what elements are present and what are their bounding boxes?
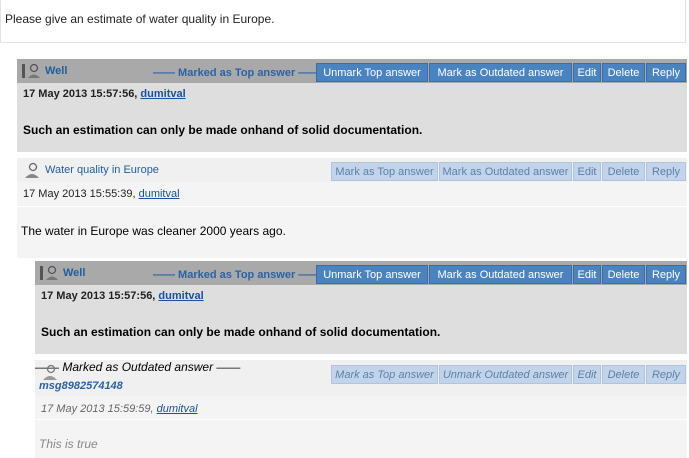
marked-outdated-label: —— Marked as Outdated answer ——: [35, 360, 241, 374]
post-date: 17 May 2013 15:57:56,: [41, 290, 159, 302]
post-body-area: 17 May 2013 15:57:56, dumitval Such an e…: [35, 285, 687, 354]
marked-top-label: —— Marked as Top answer ——: [153, 269, 321, 281]
mark-top-answer-button[interactable]: Mark as Top answer: [331, 162, 438, 181]
post-meta: 17 May 2013 15:57:56, dumitval: [41, 290, 204, 302]
question-box: Please give an estimate of water quality…: [0, 0, 686, 43]
delete-button[interactable]: Delete: [602, 365, 645, 384]
mark-outdated-button[interactable]: Mark as Outdated answer: [429, 265, 572, 284]
reply-button[interactable]: Reply: [646, 162, 686, 181]
author-link[interactable]: dumitval: [140, 88, 186, 100]
delete-button[interactable]: Delete: [602, 265, 645, 284]
question-text: Please give an estimate of water quality…: [5, 12, 275, 26]
reply-button[interactable]: Reply: [646, 265, 686, 284]
post-header: msg8982574148 —— Marked as Outdated answ…: [35, 360, 687, 396]
post-body: This is true: [39, 437, 98, 451]
post-top-answer: Well —— Marked as Top answer —— Unmark T…: [17, 59, 687, 152]
post-outdated-answer: msg8982574148 —— Marked as Outdated answ…: [35, 360, 687, 458]
unmark-top-answer-button[interactable]: Unmark Top answer: [316, 63, 428, 82]
user-thread-icon: [25, 162, 39, 178]
mark-outdated-button[interactable]: Mark as Outdated answer: [439, 162, 572, 181]
unmark-outdated-button[interactable]: Unmark Outdated answer: [439, 365, 572, 384]
unmark-top-answer-button[interactable]: Unmark Top answer: [316, 265, 428, 284]
post-meta: 17 May 2013 15:57:56, dumitval: [23, 88, 186, 100]
post-title[interactable]: Well: [63, 267, 86, 279]
post-date: 17 May 2013 15:55:39,: [23, 188, 139, 200]
post-meta: 17 May 2013 15:55:39, dumitval: [23, 188, 180, 200]
post-body: Such an estimation can only be made onha…: [41, 325, 441, 339]
edit-button[interactable]: Edit: [573, 265, 601, 284]
user-thread-icon: [43, 364, 57, 380]
edit-button[interactable]: Edit: [573, 365, 601, 384]
post-header: Well —— Marked as Top answer —— Unmark T…: [17, 59, 687, 83]
post-date: 17 May 2013 15:59:59,: [41, 403, 157, 415]
mark-top-answer-button[interactable]: Mark as Top answer: [331, 365, 438, 384]
author-link[interactable]: dumitval: [138, 188, 180, 200]
post-meta: 17 May 2013 15:59:59, dumitval: [41, 403, 198, 415]
post-date: 17 May 2013 15:57:56,: [23, 88, 141, 100]
post-title[interactable]: Water quality in Europe: [45, 164, 159, 176]
post-nested-top-answer: Well —— Marked as Top answer —— Unmark T…: [35, 261, 687, 354]
post-title[interactable]: Well: [45, 65, 68, 77]
reply-button[interactable]: Reply: [646, 365, 686, 384]
user-thread-icon: [22, 63, 40, 78]
reply-button[interactable]: Reply: [646, 63, 686, 82]
post-body: The water in Europe was cleaner 2000 yea…: [21, 224, 286, 238]
author-link[interactable]: dumitval: [158, 290, 204, 302]
mark-outdated-button[interactable]: Mark as Outdated answer: [429, 63, 572, 82]
delete-button[interactable]: Delete: [602, 63, 645, 82]
marked-top-label: —— Marked as Top answer ——: [153, 67, 321, 79]
author-link[interactable]: dumitval: [156, 403, 198, 415]
post-body: Such an estimation can only be made onha…: [23, 123, 423, 137]
post-header: Water quality in Europe Mark as Top answ…: [17, 158, 687, 182]
user-thread-icon: [40, 265, 58, 280]
edit-button[interactable]: Edit: [573, 63, 601, 82]
delete-button[interactable]: Delete: [602, 162, 645, 181]
edit-button[interactable]: Edit: [573, 162, 601, 181]
post-title[interactable]: msg8982574148: [39, 380, 123, 392]
post-body-area: 17 May 2013 15:57:56, dumitval Such an e…: [17, 83, 687, 152]
post-header: Well —— Marked as Top answer —— Unmark T…: [35, 261, 687, 285]
post-normal: Water quality in Europe Mark as Top answ…: [17, 158, 687, 258]
